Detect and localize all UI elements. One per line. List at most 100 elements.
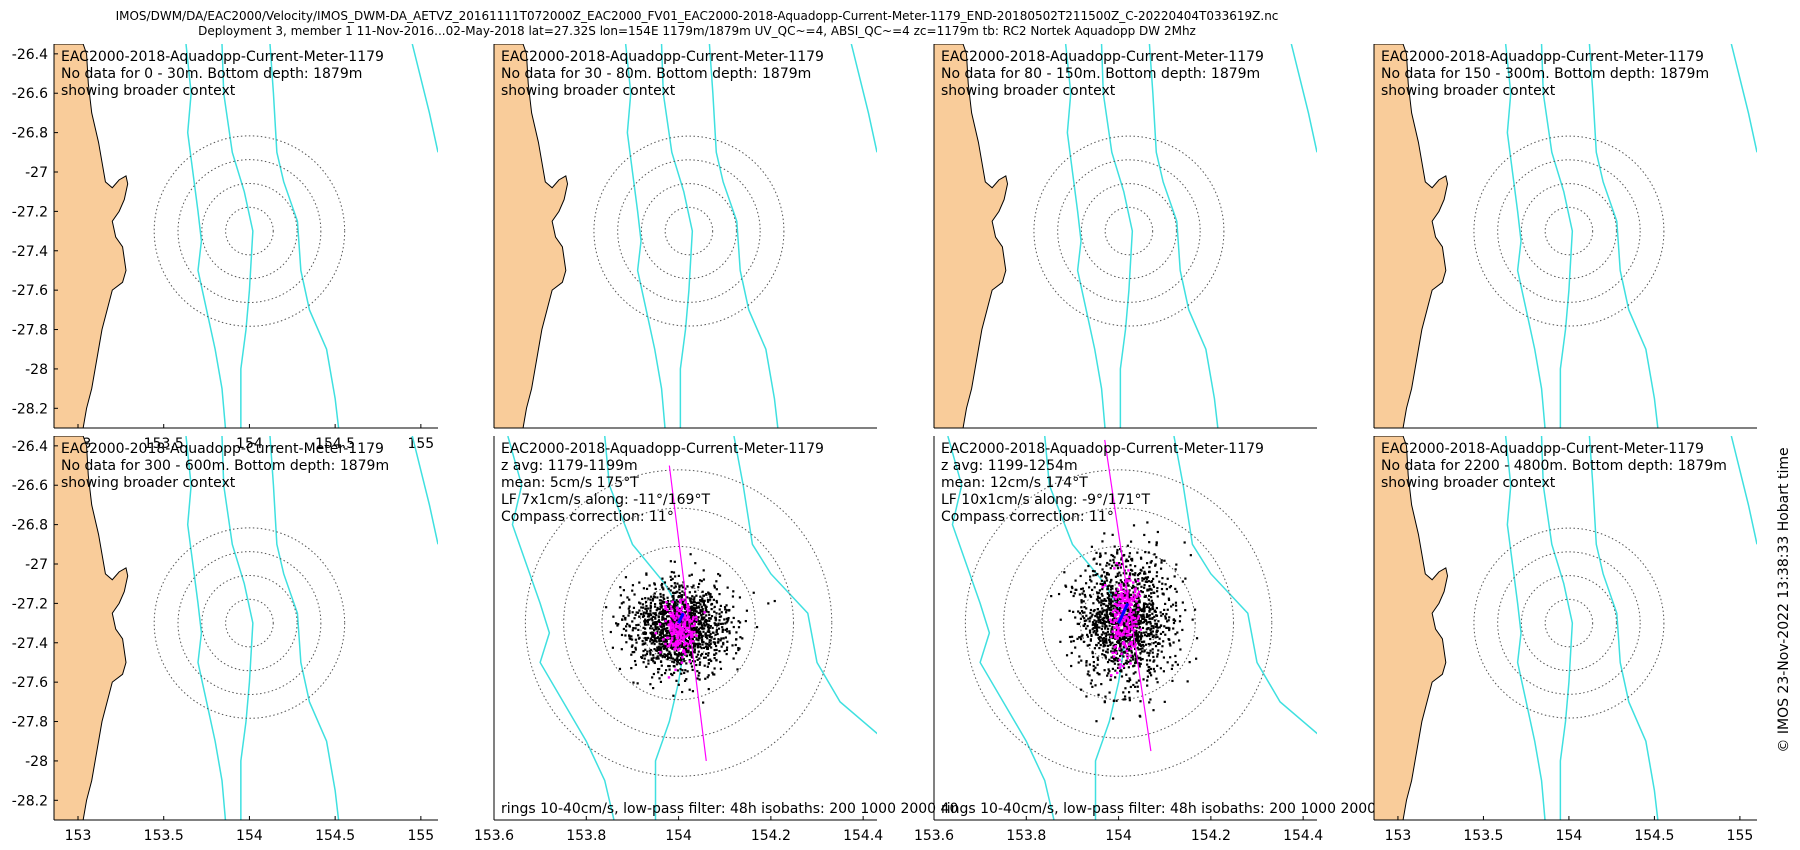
velocity-point bbox=[643, 621, 647, 624]
velocity-point bbox=[1171, 664, 1174, 667]
velocity-point bbox=[717, 627, 721, 630]
velocity-point bbox=[706, 598, 710, 602]
velocity-point bbox=[673, 651, 676, 654]
lowpass-point bbox=[1115, 562, 1118, 565]
velocity-point bbox=[1131, 586, 1134, 590]
velocity-point bbox=[707, 658, 710, 662]
velocity-point bbox=[644, 631, 648, 635]
velocity-point bbox=[1133, 614, 1136, 617]
velocity-point bbox=[1151, 612, 1154, 615]
velocity-point bbox=[671, 605, 674, 608]
panel-annotation-line-1: EAC2000-2018-Aquadopp-Current-Meter-1179 bbox=[1381, 441, 1704, 457]
velocity-point bbox=[718, 649, 721, 653]
velocity-point bbox=[1100, 604, 1103, 607]
lowpass-point bbox=[692, 616, 695, 619]
velocity-point bbox=[660, 635, 663, 638]
velocity-point bbox=[622, 601, 625, 604]
lowpass-point bbox=[1130, 618, 1133, 621]
velocity-point bbox=[709, 593, 712, 596]
velocity-point bbox=[1155, 633, 1158, 636]
panel-annotation-line-2: No data for 300 - 600m. Bottom depth: 18… bbox=[61, 458, 389, 474]
velocity-point bbox=[720, 645, 723, 648]
y-tick-label: -27.4 bbox=[12, 636, 48, 652]
velocity-point bbox=[1109, 567, 1112, 570]
lowpass-point bbox=[1113, 646, 1116, 649]
velocity-point bbox=[1123, 553, 1126, 557]
panel-annotation-line-3: showing broader context bbox=[941, 83, 1116, 99]
lowpass-point bbox=[687, 643, 690, 646]
velocity-point bbox=[660, 602, 663, 605]
velocity-point bbox=[640, 612, 643, 616]
velocity-point bbox=[644, 600, 648, 604]
velocity-point bbox=[1143, 634, 1147, 637]
plot-area bbox=[494, 436, 877, 820]
velocity-point bbox=[652, 656, 655, 659]
velocity-point bbox=[1155, 622, 1158, 626]
velocity-point bbox=[1120, 558, 1123, 561]
velocity-point bbox=[649, 605, 653, 609]
lowpass-point bbox=[1116, 588, 1120, 591]
velocity-point bbox=[1105, 611, 1108, 614]
lowpass-point bbox=[673, 627, 676, 631]
lowpass-point bbox=[687, 630, 691, 634]
velocity-point bbox=[1115, 588, 1118, 592]
velocity-point bbox=[1108, 608, 1111, 611]
lowpass-point bbox=[692, 617, 695, 620]
lowpass-point bbox=[1116, 619, 1119, 622]
velocity-point bbox=[669, 589, 672, 592]
velocity-point bbox=[1174, 660, 1177, 664]
velocity-point bbox=[1078, 593, 1081, 596]
velocity-point bbox=[692, 609, 695, 613]
velocity-point bbox=[1137, 648, 1140, 651]
velocity-point bbox=[700, 624, 703, 627]
velocity-point bbox=[1100, 601, 1103, 604]
velocity-point bbox=[1108, 584, 1111, 587]
lowpass-point bbox=[672, 616, 675, 620]
velocity-point bbox=[701, 590, 704, 593]
velocity-point bbox=[638, 601, 641, 604]
velocity-point bbox=[1101, 540, 1104, 543]
lowpass-point bbox=[669, 614, 673, 618]
lowpass-point bbox=[676, 642, 680, 646]
velocity-point bbox=[660, 599, 663, 602]
velocity-point bbox=[1108, 658, 1111, 661]
velocity-point bbox=[1126, 544, 1129, 547]
lowpass-point bbox=[1110, 635, 1113, 638]
velocity-point bbox=[656, 668, 660, 671]
lowpass-point bbox=[1122, 619, 1126, 622]
velocity-point bbox=[656, 646, 659, 649]
velocity-point bbox=[631, 584, 635, 587]
velocity-point bbox=[1128, 589, 1131, 592]
velocity-point bbox=[640, 655, 643, 659]
velocity-point bbox=[702, 622, 705, 625]
velocity-point bbox=[1128, 630, 1132, 633]
velocity-point bbox=[1116, 598, 1119, 601]
panel-annotation-line-3: showing broader context bbox=[61, 83, 236, 99]
velocity-point bbox=[1068, 609, 1071, 612]
velocity-point bbox=[689, 600, 693, 603]
lowpass-point bbox=[1127, 630, 1130, 633]
velocity-point bbox=[1101, 639, 1104, 642]
velocity-point bbox=[1097, 591, 1100, 595]
velocity-point bbox=[1112, 699, 1115, 703]
lowpass-point bbox=[1119, 614, 1122, 617]
velocity-point bbox=[1089, 617, 1092, 620]
lowpass-point bbox=[1116, 636, 1119, 640]
velocity-point bbox=[1080, 659, 1083, 662]
velocity-point bbox=[655, 627, 658, 630]
velocity-point bbox=[676, 653, 679, 656]
lowpass-point bbox=[1125, 595, 1129, 598]
lowpass-point bbox=[1137, 604, 1140, 607]
velocity-point bbox=[1150, 627, 1153, 630]
velocity-point bbox=[686, 670, 689, 673]
velocity-point bbox=[671, 660, 674, 663]
y-tick-label: -27.8 bbox=[12, 323, 48, 339]
velocity-point bbox=[1136, 574, 1140, 577]
lowpass-point bbox=[674, 641, 677, 644]
velocity-point bbox=[659, 643, 662, 646]
panel-annotation-line-4: LF 7x1cm/s along: -11°/169°T bbox=[501, 492, 710, 508]
velocity-point bbox=[1106, 660, 1110, 664]
velocity-point bbox=[652, 635, 655, 638]
panel-annotation-line-3: showing broader context bbox=[61, 475, 236, 491]
velocity-point bbox=[1116, 622, 1119, 625]
